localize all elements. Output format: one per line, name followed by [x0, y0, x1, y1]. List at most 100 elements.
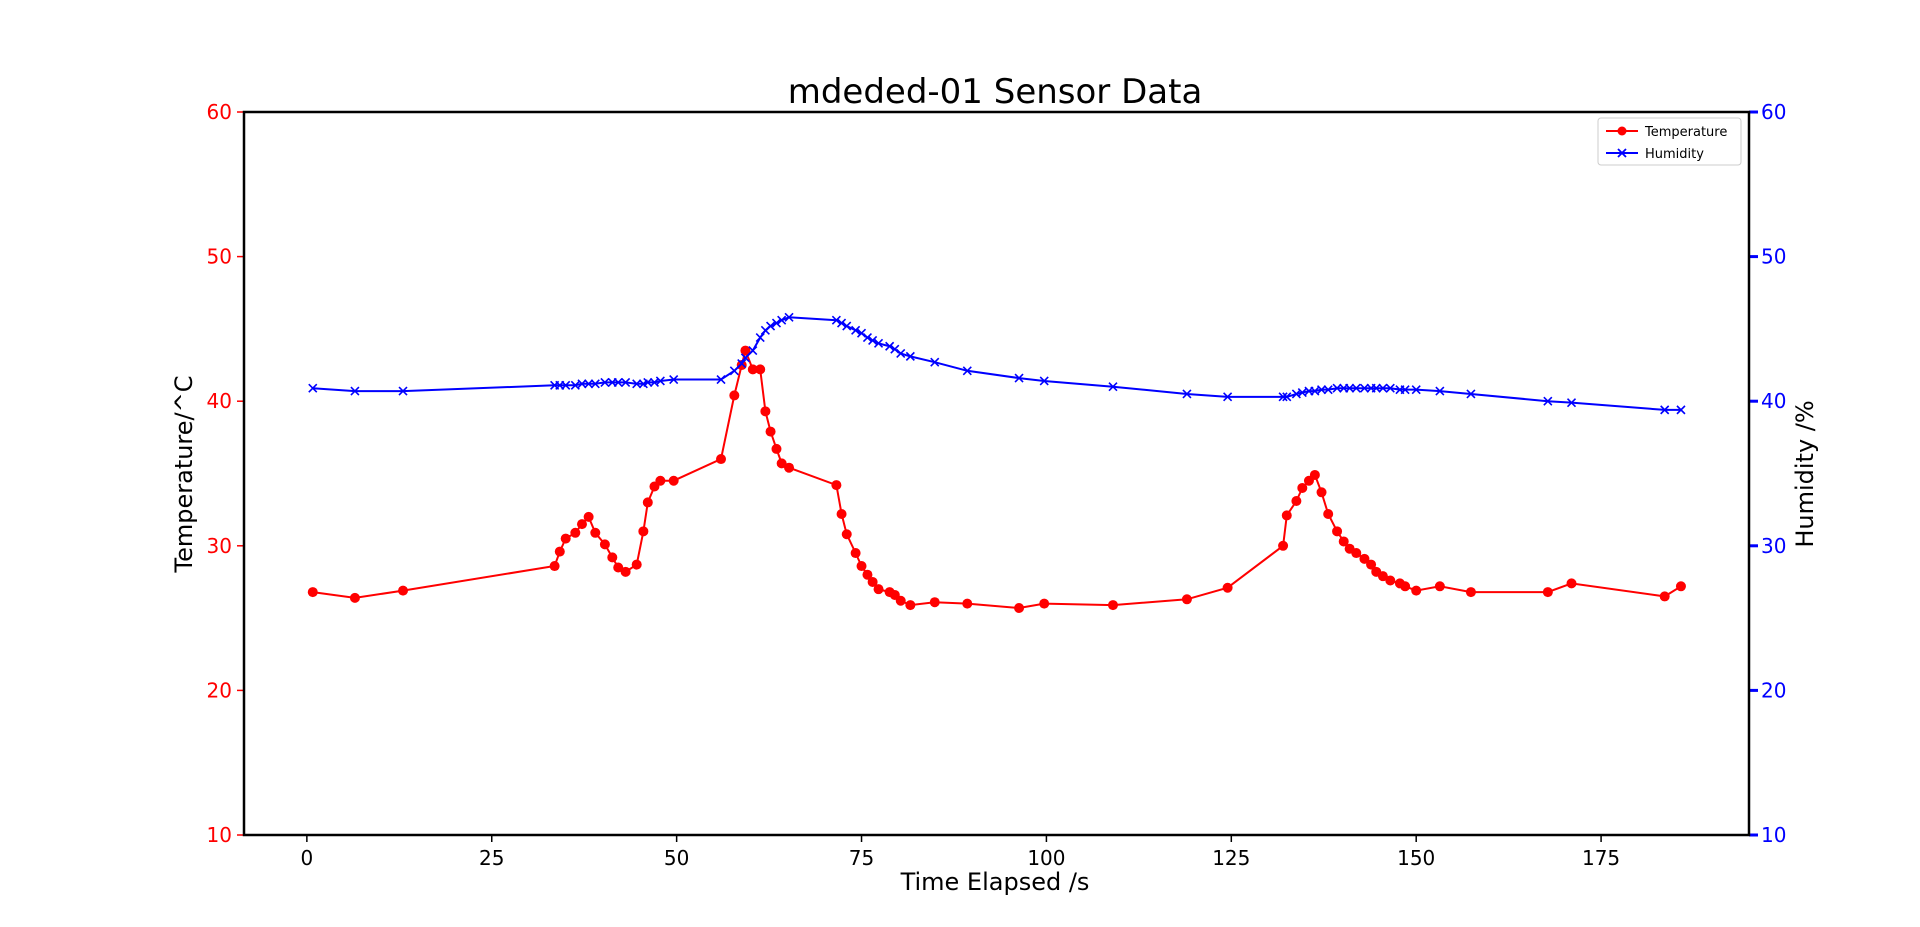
- temperature-point: [570, 527, 581, 538]
- plot-frame: [242, 110, 1751, 837]
- humidity-point: [1660, 405, 1670, 415]
- y-axis-label-right: Humidity /%: [1791, 400, 1819, 547]
- temperature-point: [1400, 581, 1411, 592]
- temperature-point: [607, 552, 618, 563]
- humidity-point: [755, 333, 765, 343]
- humidity-point: [1323, 385, 1333, 395]
- temperature-point: [1309, 469, 1320, 480]
- humidity-point: [930, 357, 940, 367]
- humidity-point: [873, 338, 884, 348]
- temperature-point: [398, 585, 409, 596]
- humidity-point: [1014, 373, 1024, 383]
- temperature-point: [1222, 582, 1233, 593]
- temperature-point: [638, 526, 649, 537]
- humidity-point: [577, 379, 587, 389]
- humidity-point: [748, 346, 758, 356]
- humidity-point: [1297, 387, 1307, 398]
- temperature-point: [1675, 581, 1686, 592]
- legend-temperature-marker: [1617, 126, 1627, 136]
- legend: Temperature Humidity: [1597, 117, 1742, 166]
- humidity-point: [1359, 383, 1369, 393]
- temperature-point: [1411, 585, 1422, 596]
- humidity-point: [1676, 405, 1686, 415]
- humidity-point: [856, 328, 867, 338]
- temperature-point: [895, 595, 906, 606]
- temperature-point: [929, 597, 940, 608]
- humidity-point: [1278, 392, 1288, 402]
- temperature-point: [962, 598, 973, 609]
- humidity-point: [621, 377, 631, 387]
- right-tick-label: 30: [1761, 534, 1786, 558]
- right-axis-ticks: 10 20 30 40 50 60: [1749, 100, 1786, 847]
- humidity-point: [1411, 385, 1421, 395]
- humidity-point: [590, 379, 600, 389]
- temperature-point: [1366, 559, 1377, 570]
- temperature-point: [1181, 594, 1192, 605]
- humidity-point: [1378, 383, 1388, 393]
- x-tick-label: 175: [1582, 846, 1620, 870]
- humidity-point: [1385, 383, 1395, 393]
- humidity-point: [842, 321, 852, 331]
- temperature-point: [736, 360, 747, 371]
- temperature-point: [1465, 587, 1476, 598]
- humidity-point: [896, 348, 906, 359]
- temperature-point: [765, 426, 776, 437]
- temperature-point: [560, 533, 571, 544]
- temperature-point: [856, 561, 867, 572]
- humidity-point: [350, 386, 360, 396]
- right-tick-label: 50: [1761, 245, 1786, 269]
- humidity-point: [308, 383, 318, 393]
- temperature-point: [1338, 536, 1349, 547]
- temperature-point: [668, 475, 679, 486]
- humidity-point: [1332, 383, 1342, 393]
- humidity-point: [643, 377, 653, 387]
- humidity-point: [831, 315, 841, 325]
- temperature-point: [867, 576, 878, 587]
- humidity-point: [570, 380, 580, 390]
- left-tick-label: 10: [207, 823, 232, 847]
- right-tick-label: 60: [1761, 100, 1786, 124]
- temperature-point: [1107, 600, 1118, 611]
- chart-title: mdeded-01 Sensor Data: [788, 72, 1203, 112]
- temperature-point: [554, 546, 565, 557]
- x-tick-label: 150: [1397, 846, 1435, 870]
- humidity-point: [1371, 383, 1381, 393]
- humidity-point: [1182, 389, 1192, 399]
- humidity-point: [1223, 392, 1233, 402]
- humidity-point: [398, 386, 408, 396]
- temperature-point: [590, 527, 601, 538]
- temperature-point: [1566, 578, 1577, 589]
- temperature-point: [776, 458, 787, 469]
- x-tick-label: 75: [849, 846, 874, 870]
- temperature-point: [1385, 575, 1396, 586]
- y-axis-label-left: Temperature/^C: [170, 376, 198, 574]
- humidity-point: [1310, 386, 1320, 396]
- legend-humidity-marker: [1617, 148, 1627, 158]
- humidity-point: [1108, 382, 1118, 392]
- temperature-point: [1014, 602, 1025, 613]
- temperature-point: [549, 561, 560, 572]
- temperature-point: [760, 406, 771, 417]
- humidity-point: [1566, 398, 1577, 408]
- temperature-point: [613, 562, 624, 573]
- humidity-point: [1400, 385, 1410, 395]
- temperature-point: [655, 475, 666, 486]
- temperature-point: [599, 539, 610, 550]
- humidity-point: [1282, 392, 1292, 402]
- humidity-point: [584, 379, 594, 389]
- temperature-point: [771, 443, 782, 454]
- humidity-line: [312, 316, 1681, 411]
- humidity-point: [561, 380, 571, 390]
- temperature-point: [1291, 495, 1302, 506]
- humidity-point: [669, 374, 679, 385]
- temperature-point: [784, 462, 795, 473]
- left-tick-label: 40: [207, 389, 232, 413]
- temperature-point: [729, 390, 740, 401]
- right-tick-label: 20: [1761, 678, 1786, 702]
- temperature-point: [620, 566, 631, 577]
- x-axis-ticks: 0 25 50 75 100 125 150 175: [300, 835, 1620, 870]
- temperature-point: [716, 454, 727, 465]
- humidity-point: [1351, 383, 1361, 393]
- temperature-point: [1659, 591, 1670, 602]
